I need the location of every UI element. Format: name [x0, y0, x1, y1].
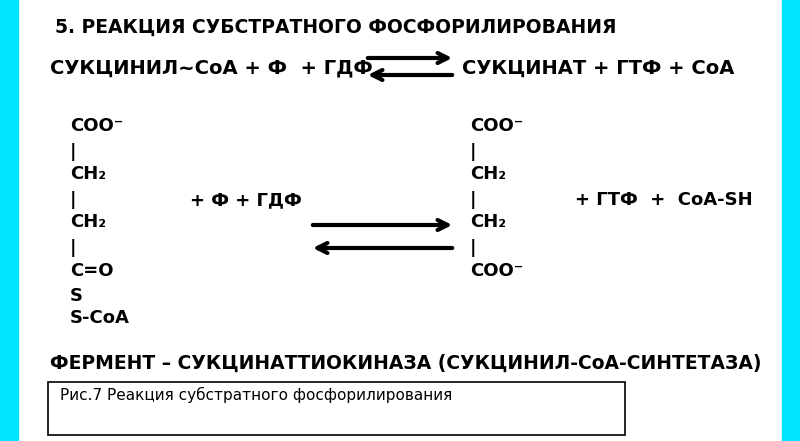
Text: CH₂: CH₂ [70, 165, 106, 183]
Text: |: | [70, 239, 77, 257]
Bar [0, 0, 18, 441]
Text: S: S [70, 287, 83, 305]
Text: Рис.7 Реакция субстратного фосфорилирования: Рис.7 Реакция субстратного фосфорилирова… [60, 387, 452, 403]
Text: |: | [470, 143, 477, 161]
Text: C=O: C=O [70, 262, 114, 280]
Text: + ГТФ  +  СоА-SH: + ГТФ + СоА-SH [575, 191, 753, 209]
Text: ФЕРМЕНТ – СУКЦИНАТТИОКИНАЗА (СУКЦИНИЛ-СоА-СИНТЕТАЗА): ФЕРМЕНТ – СУКЦИНАТТИОКИНАЗА (СУКЦИНИЛ-Со… [50, 354, 762, 373]
Text: |: | [70, 143, 77, 161]
Text: СУКЦИНИЛ~СоА + Ф  + ГДФ: СУКЦИНИЛ~СоА + Ф + ГДФ [50, 59, 373, 78]
Text: CH₂: CH₂ [470, 165, 506, 183]
Text: COO⁻: COO⁻ [470, 262, 523, 280]
Bar [48, 382, 625, 435]
Text: COO⁻: COO⁻ [470, 117, 523, 135]
Text: + Ф + ГДФ: + Ф + ГДФ [190, 191, 302, 209]
Bar [782, 0, 800, 441]
Text: СУКЦИНАТ + ГТФ + СоА: СУКЦИНАТ + ГТФ + СоА [462, 59, 734, 78]
Text: |: | [470, 239, 477, 257]
Text: |: | [470, 191, 477, 209]
Text: S-CoA: S-CoA [70, 309, 130, 327]
Text: CH₂: CH₂ [70, 213, 106, 231]
Text: COO⁻: COO⁻ [70, 117, 123, 135]
Text: 5. РЕАКЦИЯ СУБСТРАТНОГО ФОСФОРИЛИРОВАНИЯ: 5. РЕАКЦИЯ СУБСТРАТНОГО ФОСФОРИЛИРОВАНИЯ [55, 18, 617, 37]
Text: CH₂: CH₂ [470, 213, 506, 231]
Text: |: | [70, 191, 77, 209]
